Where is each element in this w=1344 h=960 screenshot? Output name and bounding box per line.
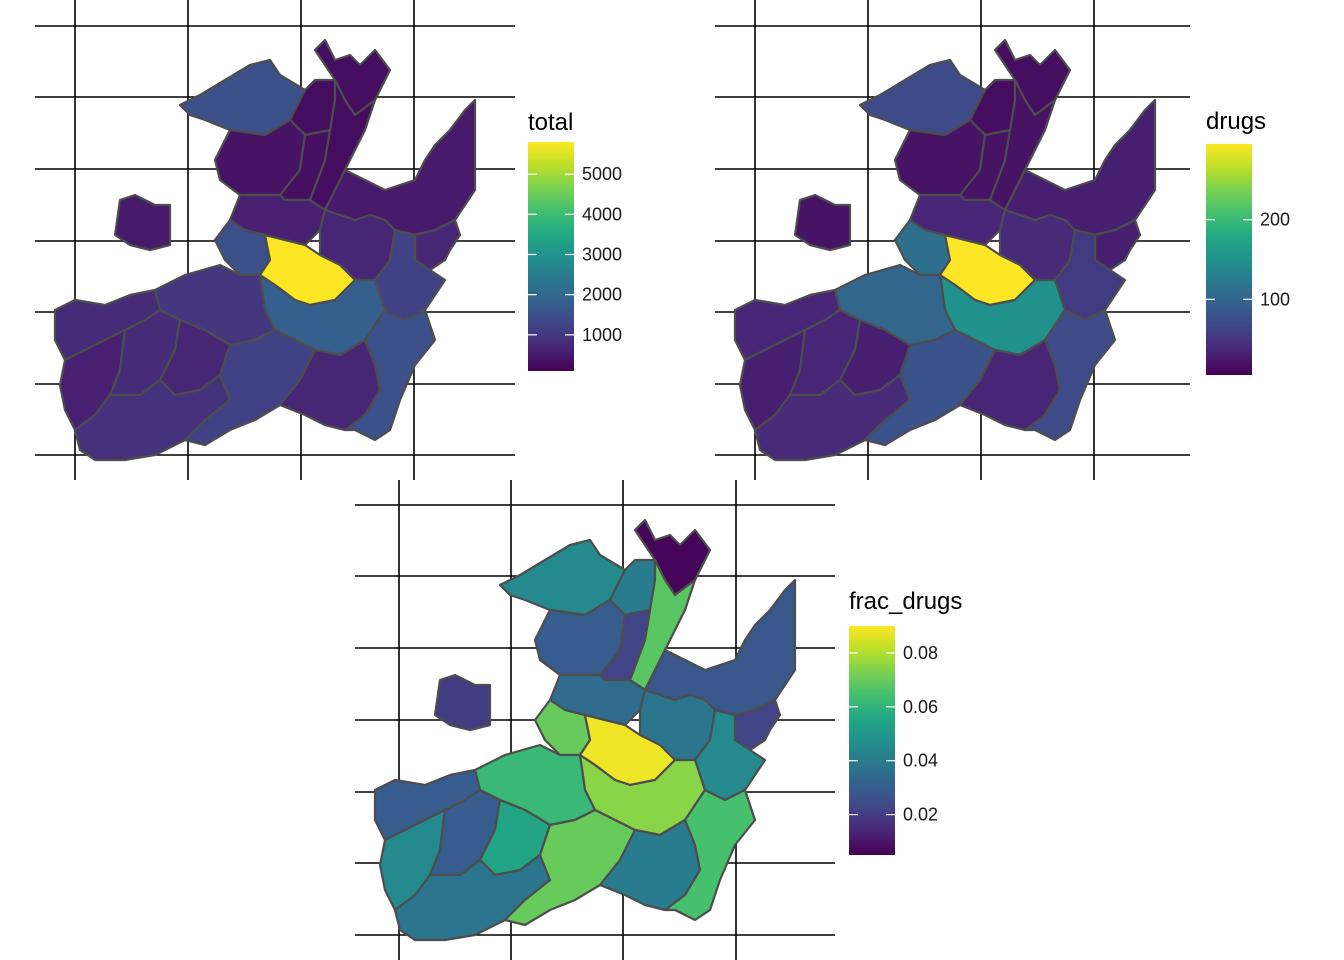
legend-colorbar [849,626,895,855]
region-se-lobe [663,788,757,922]
region-se-lobe [343,308,437,442]
legend-title: frac_drugs [849,588,962,615]
legend-colorbar [1206,144,1252,375]
legend-tick-label: 4000 [582,204,622,224]
region-south-center [503,808,637,927]
region-south-center [863,328,997,447]
region-west-island [433,673,492,732]
legend-ticks: 100 200 [1206,210,1290,309]
legend-tick-label: 0.04 [903,751,938,771]
choropleth-regions [373,518,797,942]
legend-tick-label: 0.02 [903,805,938,825]
legend-total: total 1000 2000 3000 4000 5000 [528,109,622,371]
choropleth-regions [53,38,477,462]
legend-drugs: drugs 100 200 [1206,108,1290,375]
legend-tick-label: 0.08 [903,643,938,663]
legend-tick-label: 2000 [582,285,622,305]
legend-ticks: 0.02 0.04 0.06 0.08 [849,643,938,825]
choropleth-regions [733,38,1157,462]
region-west-island [113,193,172,252]
map-panel-frac-drugs [355,480,835,960]
legend-tick-label: 0.06 [903,697,938,717]
legend-colorbar [528,142,574,371]
legend-title: total [528,109,573,136]
legend-tick-label: 200 [1260,210,1290,230]
region-west-island [793,193,852,252]
legend-frac-drugs: frac_drugs 0.02 0.04 0.06 0.08 [849,588,962,855]
region-south-center [183,328,317,447]
map-panel-drugs [715,0,1190,480]
legend-tick-label: 100 [1260,289,1290,309]
legend-tick-label: 3000 [582,244,622,264]
legend-tick-label: 1000 [582,325,622,345]
legend-tick-label: 5000 [582,164,622,184]
map-panel-total [35,0,515,480]
legend-ticks: 1000 2000 3000 4000 5000 [528,164,622,345]
region-se-lobe [1023,308,1117,442]
legend-title: drugs [1206,108,1266,135]
